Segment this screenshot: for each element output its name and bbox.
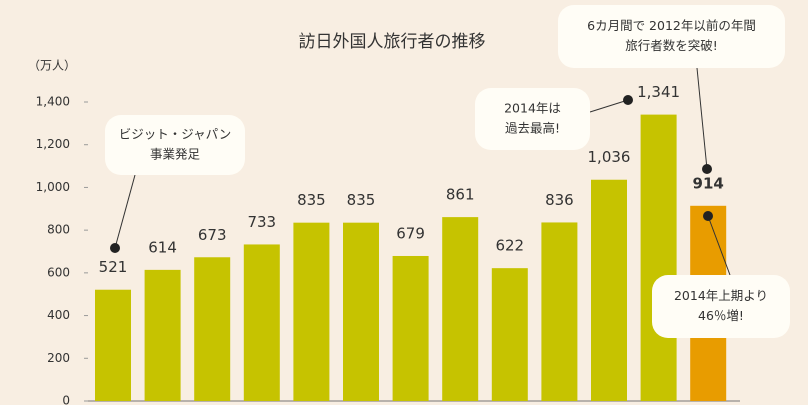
- annotation-text: 2014年上期より: [674, 288, 768, 303]
- bar: [541, 222, 578, 401]
- value-label: 622: [495, 237, 524, 255]
- y-tick-label: 0: [62, 394, 70, 405]
- value-label: 673: [198, 226, 227, 244]
- value-label: 861: [446, 186, 475, 204]
- annotation-text: ビジット・ジャパン: [119, 127, 232, 142]
- bar: [243, 244, 280, 401]
- callout-dot: [110, 243, 120, 253]
- callout-bubble: [475, 88, 590, 150]
- annotation-text: 事業発足: [150, 147, 201, 162]
- chart-title: 訪日外国人旅行者の推移: [299, 32, 486, 52]
- value-label: 835: [347, 191, 376, 209]
- bar: [392, 255, 429, 401]
- bar: [343, 222, 379, 401]
- annotation-text: 旅行者数を突破!: [625, 38, 718, 53]
- bar: [591, 179, 627, 401]
- y-tick-label: 1,200: [36, 137, 70, 151]
- annotation-text: 46％増!: [698, 308, 744, 323]
- value-label: 1,036: [588, 148, 631, 166]
- bar: [640, 114, 677, 402]
- callout-dot: [703, 211, 713, 221]
- y-axis-unit: （万人）: [28, 59, 76, 73]
- annotation-text: 過去最高!: [505, 121, 560, 136]
- value-label: 679: [396, 224, 425, 242]
- y-tick-label: 1,400: [36, 95, 70, 109]
- y-tick-label: 800: [47, 223, 70, 237]
- value-label: 1,341: [637, 83, 680, 101]
- value-label: 836: [545, 191, 574, 209]
- annotation-text: 2014年は: [504, 101, 561, 116]
- bar: [194, 257, 231, 401]
- callout-dot: [702, 164, 712, 174]
- value-label: 521: [99, 258, 128, 276]
- bar: [95, 289, 131, 401]
- value-label: 614: [148, 238, 177, 256]
- callout-bubble: [558, 5, 785, 68]
- y-tick-label: 600: [47, 265, 70, 279]
- value-label: 914: [693, 174, 724, 192]
- callout-bubble: [652, 275, 790, 338]
- callout-connector: [696, 67, 708, 170]
- callout-connector: [707, 215, 731, 276]
- y-tick-label: 200: [47, 351, 70, 365]
- bar: [442, 217, 479, 401]
- annotation-text: 6カ月間で 2012年以前の年間: [587, 18, 756, 33]
- callout-bubble: [105, 115, 245, 175]
- bar: [293, 222, 330, 401]
- value-label: 835: [297, 191, 326, 209]
- callout-dot: [623, 95, 633, 105]
- callout-connector: [589, 99, 629, 113]
- value-label: 733: [247, 213, 276, 231]
- bar: [144, 269, 181, 401]
- y-tick-label: 400: [47, 308, 70, 322]
- y-tick-label: 1,000: [36, 180, 70, 194]
- bar: [491, 268, 528, 401]
- callout-connector: [114, 174, 136, 249]
